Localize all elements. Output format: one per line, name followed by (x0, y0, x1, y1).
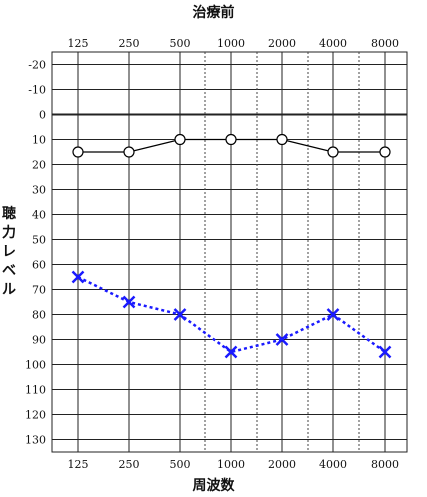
x-tick-label-top: 4000 (319, 37, 347, 50)
y-tick-label: -10 (28, 84, 46, 97)
y-tick-label: 30 (32, 184, 46, 197)
circle-marker (123, 146, 135, 158)
y-tick-label: 80 (32, 309, 46, 322)
x-tick-label-bottom: 125 (68, 458, 89, 471)
chart-title: 治療前 (192, 5, 235, 21)
x-tick-label-top: 1000 (217, 37, 245, 50)
cross-marker (326, 308, 340, 321)
y-tick-label: 100 (25, 359, 46, 372)
x-tick-label-top: 500 (170, 37, 191, 50)
cross-marker (71, 270, 85, 284)
y-tick-label: 0 (39, 109, 46, 122)
x-tick-label-top: 8000 (371, 37, 399, 50)
circle-marker (276, 133, 288, 146)
y-tick-label: 70 (32, 284, 46, 297)
circle-marker (327, 146, 339, 158)
x-tick-label-top: 125 (68, 37, 89, 50)
cross-marker (224, 345, 238, 359)
y-tick-label: 120 (25, 409, 46, 422)
x-tick-label-bottom: 500 (170, 458, 191, 471)
circle-marker (225, 133, 237, 146)
y-tick-label: 90 (32, 334, 46, 347)
cross-marker (173, 308, 187, 321)
x-axis-label: 周波数 (192, 478, 235, 494)
y-tick-label: 10 (32, 134, 46, 147)
x-tick-label-top: 250 (119, 37, 140, 50)
y-tick-label: 60 (32, 259, 46, 272)
y-tick-label: 110 (25, 384, 46, 397)
cross-marker (275, 333, 289, 346)
x-tick-label-top: 2000 (268, 37, 296, 50)
x-tick-label-bottom: 4000 (319, 458, 347, 471)
x-tick-label-bottom: 8000 (371, 458, 399, 471)
y-tick-label: -20 (28, 59, 46, 72)
x-tick-label-bottom: 1000 (217, 458, 245, 471)
y-tick-label: 50 (32, 234, 46, 247)
plot-frame (51, 51, 408, 453)
y-axis-label: 聴力レベル (2, 206, 16, 298)
circle-marker (174, 133, 186, 146)
cross-marker (378, 345, 392, 359)
y-tick-label: 20 (32, 159, 46, 172)
x-tick-label-bottom: 250 (119, 458, 140, 471)
circle-marker (72, 146, 84, 158)
circle-marker (379, 146, 391, 158)
y-tick-label: 130 (25, 434, 46, 447)
x-tick-label-bottom: 2000 (268, 458, 296, 471)
cross-marker (122, 295, 136, 309)
y-tick-label: 40 (32, 209, 46, 222)
